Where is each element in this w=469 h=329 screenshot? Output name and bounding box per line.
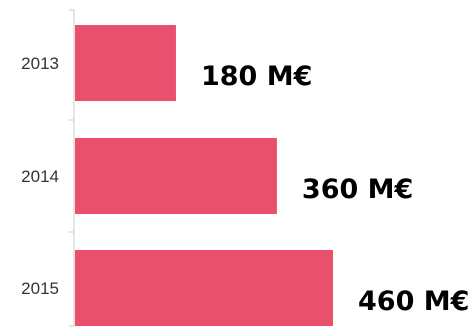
value-label: 360 M€ xyxy=(302,174,413,205)
category-label: 2013 xyxy=(21,54,59,73)
value-label: 460 M€ xyxy=(358,286,469,317)
bar-2014 xyxy=(75,138,277,214)
value-label: 180 M€ xyxy=(201,61,312,92)
bar-2015 xyxy=(75,250,333,326)
category-label: 2015 xyxy=(21,279,59,298)
axis-layer xyxy=(69,9,75,327)
labels-layer: 2013 180 M€ 2014 360 M€ 2015 460 M€ xyxy=(21,54,469,317)
bars-layer xyxy=(75,25,333,326)
category-label: 2014 xyxy=(21,167,59,186)
bar-2013 xyxy=(75,25,176,101)
